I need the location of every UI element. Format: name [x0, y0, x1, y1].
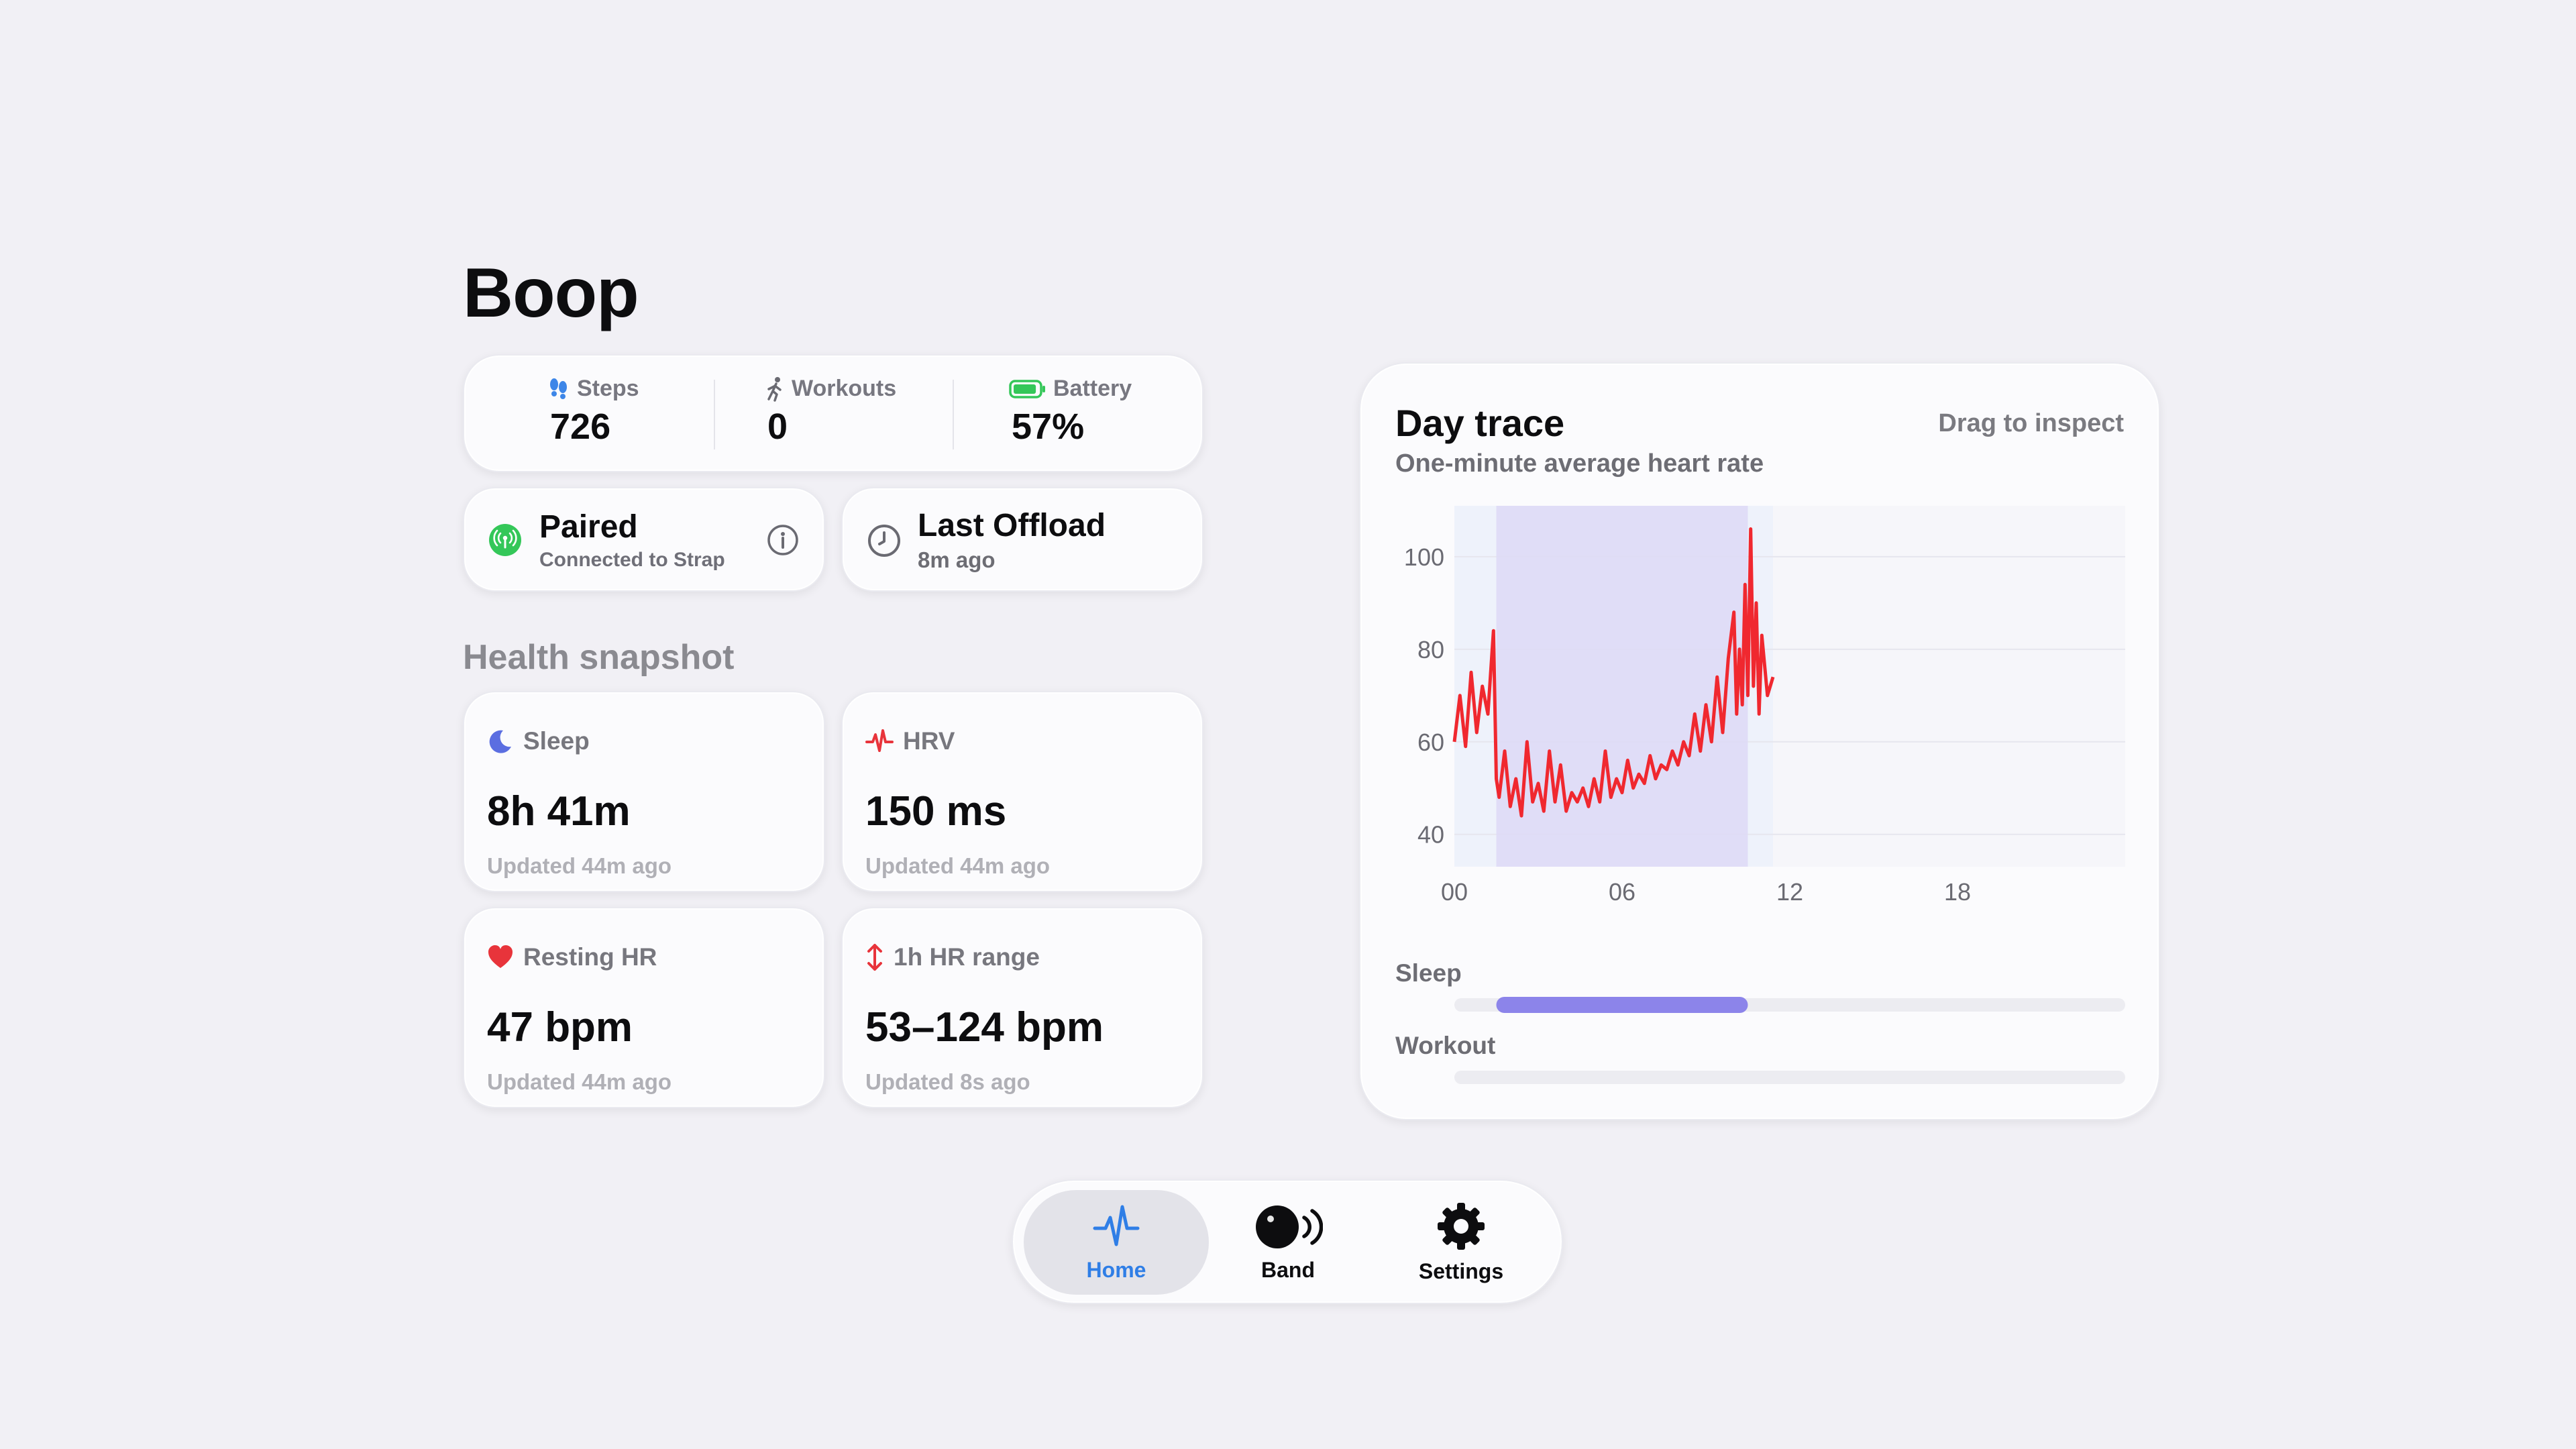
stat-battery: Battery 57%	[1009, 376, 1132, 447]
workout-lane-track	[1454, 1071, 2125, 1084]
x-tick-label: 00	[1441, 878, 1468, 906]
metric-card-resting-hr[interactable]: Resting HR 47 bpm Updated 44m ago	[463, 907, 825, 1108]
pulse-icon	[865, 729, 894, 752]
heart-icon	[488, 945, 513, 968]
pairing-title: Paired	[539, 509, 638, 545]
tab-band-label: Band	[1261, 1257, 1315, 1282]
metric-value: 47 bpm	[487, 1004, 633, 1051]
x-tick-label: 18	[1944, 878, 1971, 906]
stats-card: Steps 726 Workouts 0 Battery 57%	[463, 354, 1203, 472]
metric-updated: Updated 8s ago	[865, 1069, 1030, 1094]
tab-settings-label: Settings	[1418, 1258, 1504, 1283]
metric-card-hr-range[interactable]: 1h HR range 53–124 bpm Updated 8s ago	[841, 907, 1203, 1108]
battery-icon	[1009, 379, 1045, 398]
metric-label: HRV	[903, 727, 955, 755]
stat-steps: Steps 726	[547, 376, 639, 447]
info-icon[interactable]	[766, 523, 800, 557]
offload-subtitle: 8m ago	[918, 547, 996, 572]
antenna-icon	[489, 524, 521, 556]
metric-value: 8h 41m	[487, 788, 631, 835]
trace-hint: Drag to inspect	[1938, 409, 2124, 437]
metric-label: 1h HR range	[894, 943, 1040, 971]
metric-value: 150 ms	[865, 788, 1007, 835]
pairing-subtitle: Connected to Strap	[539, 549, 725, 571]
y-tick-label: 80	[1417, 636, 1444, 663]
app-title: Boop	[463, 254, 639, 332]
range-arrows-icon	[867, 944, 882, 971]
metric-value: 53–124 bpm	[865, 1004, 1104, 1051]
gear-icon	[1438, 1202, 1485, 1250]
stat-workouts-label: Workouts	[792, 376, 897, 401]
metric-card-sleep[interactable]: Sleep 8h 41m Updated 44m ago	[463, 691, 825, 892]
metric-updated: Updated 44m ago	[487, 853, 672, 878]
metric-label: Resting HR	[523, 943, 657, 971]
y-tick-label: 100	[1404, 543, 1444, 571]
x-tick-label: 06	[1609, 878, 1635, 906]
tab-band[interactable]: Band	[1195, 1190, 1381, 1295]
health-section-title: Health snapshot	[463, 638, 735, 677]
offload-card[interactable]: Last Offload 8m ago	[841, 487, 1203, 592]
moon-icon	[489, 730, 511, 753]
stat-steps-value: 726	[550, 407, 611, 447]
sleep-window-shade	[1496, 506, 1748, 867]
footprints-icon	[550, 378, 567, 399]
metric-card-hrv[interactable]: HRV 150 ms Updated 44m ago	[841, 691, 1203, 892]
stat-workouts: Workouts 0	[765, 376, 896, 447]
trace-title: Day trace	[1395, 402, 1565, 444]
tab-home[interactable]: Home	[1024, 1190, 1209, 1295]
stat-workouts-value: 0	[767, 407, 788, 447]
band-broadcast-icon	[1256, 1205, 1323, 1248]
workout-lane-label: Workout	[1395, 1032, 1496, 1059]
day-trace-card[interactable]: Day trace One-minute average heart rate …	[1359, 362, 2160, 1120]
sleep-lane-label: Sleep	[1395, 959, 1462, 987]
x-tick-label: 12	[1776, 878, 1803, 906]
y-tick-label: 40	[1417, 821, 1444, 849]
divider	[714, 380, 715, 449]
heartbeat-icon	[1093, 1205, 1140, 1246]
stat-battery-value: 57%	[1012, 407, 1085, 447]
tab-home-label: Home	[1086, 1257, 1146, 1282]
running-figure-icon	[767, 376, 782, 402]
clock-icon	[868, 525, 900, 557]
tab-bar: Home Band Settings	[1012, 1179, 1563, 1304]
metric-updated: Updated 44m ago	[487, 1069, 672, 1094]
pairing-card[interactable]: Paired Connected to Strap	[463, 487, 825, 592]
divider	[953, 380, 954, 449]
metric-label: Sleep	[523, 727, 590, 755]
stat-battery-label: Battery	[1053, 376, 1132, 401]
heart-rate-series-line	[1452, 527, 1775, 818]
offload-title: Last Offload	[918, 508, 1106, 543]
sleep-lane-bar	[1496, 997, 1748, 1013]
trace-subtitle: One-minute average heart rate	[1395, 449, 1764, 478]
y-tick-label: 60	[1417, 729, 1444, 756]
metric-updated: Updated 44m ago	[865, 853, 1051, 878]
tab-settings[interactable]: Settings	[1368, 1190, 1554, 1295]
stat-steps-label: Steps	[577, 376, 639, 401]
heart-rate-chart[interactable]: 40 60 80 100 00 06 12 18	[1360, 364, 2161, 1122]
